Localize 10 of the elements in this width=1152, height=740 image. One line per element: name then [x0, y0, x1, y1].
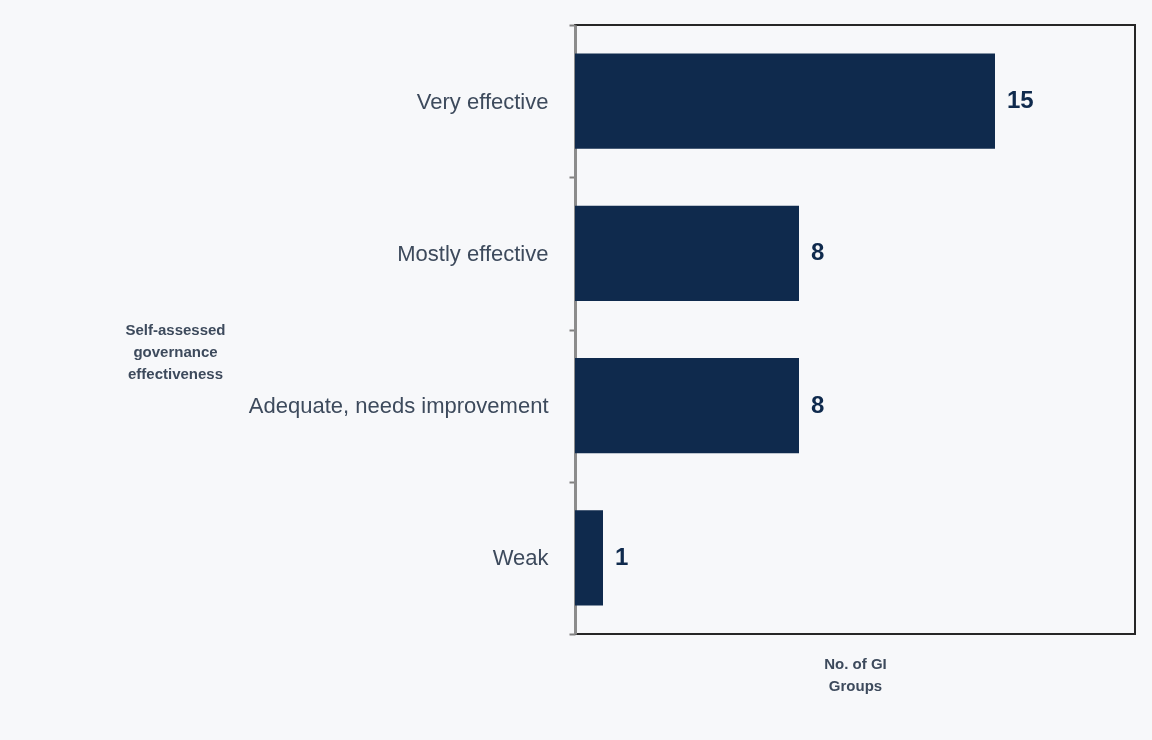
- data-label: 8: [811, 390, 825, 418]
- data-label: 8: [811, 238, 825, 266]
- y-tick-label: Very effective: [416, 88, 549, 114]
- y-tick-label: Mostly effective: [397, 240, 549, 266]
- y-tick-label: Weak: [492, 545, 550, 571]
- y-axis-title: Self-assessed governance effectiveness: [125, 321, 226, 382]
- x-axis-title: No. of GI Groups: [824, 654, 887, 694]
- data-label: 15: [1007, 86, 1034, 114]
- data-label: 1: [615, 542, 629, 570]
- y-tick-label: Adequate, needs improvement: [248, 393, 549, 419]
